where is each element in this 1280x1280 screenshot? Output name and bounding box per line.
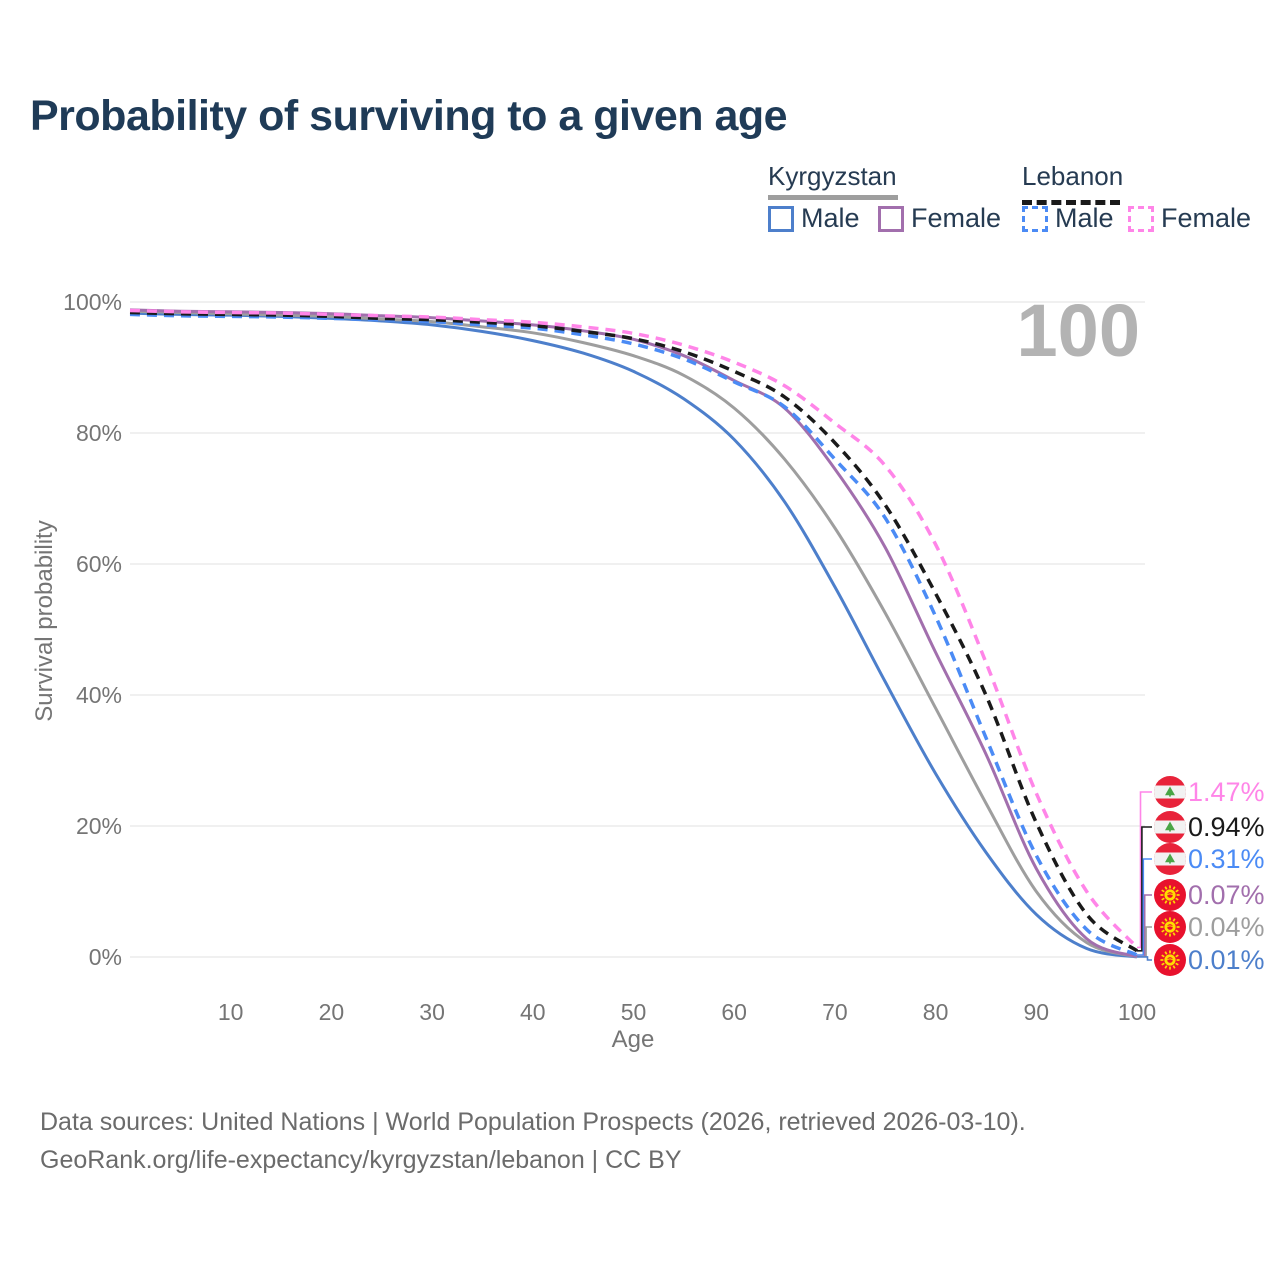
x-tick-30: 30	[419, 999, 445, 1025]
curve-lebanon[interactable]	[129, 310, 1139, 953]
legend-country-kyrgyzstan: Kyrgyzstan	[768, 161, 897, 191]
x-tick-90: 90	[1023, 999, 1050, 1025]
x-tick-100: 100	[1117, 999, 1157, 1025]
kyrgyzstan-flag-icon	[1154, 879, 1186, 911]
y-tick-60: 60%	[75, 551, 122, 577]
curve-lebanon-male[interactable]	[129, 312, 1138, 957]
curve-kyrgyzstan-male[interactable]	[129, 311, 1138, 959]
legend-label-male: Male	[1055, 203, 1114, 233]
lebanon-flag-icon	[1154, 843, 1186, 875]
kyrgyzstan-flag-icon	[1154, 944, 1186, 976]
x-tick-50: 50	[620, 999, 647, 1025]
end-value-lebanon-female: 1.47%	[1188, 777, 1265, 807]
age-counter-watermark: 100	[1016, 289, 1140, 372]
curve-kyrgyzstan[interactable]	[129, 309, 1138, 959]
lebanon-flag-icon	[1154, 811, 1186, 843]
end-value-lebanon-male: 0.31%	[1188, 844, 1265, 874]
x-tick-80: 80	[922, 999, 949, 1025]
footer-data-sources: Data sources: United Nations | World Pop…	[40, 1108, 1026, 1136]
y-tick-0: 0%	[88, 944, 122, 970]
legend-item-kyrgyzstan-female[interactable]: Female	[878, 203, 1001, 234]
swatch-lebanon-male	[1022, 205, 1048, 232]
kyrgyzstan-flag-icon	[1154, 911, 1186, 943]
footer-attribution: GeoRank.org/life-expectancy/kyrgyzstan/l…	[40, 1146, 682, 1174]
legend-item-lebanon-female[interactable]: Female	[1128, 203, 1251, 234]
x-tick-20: 20	[318, 999, 345, 1025]
lebanon-flag-icon	[1154, 776, 1186, 808]
end-value-kyrgyzstan-female: 0.07%	[1188, 880, 1265, 910]
x-tick-40: 40	[520, 999, 546, 1025]
lebanon-flag-icon	[1154, 776, 1186, 808]
legend-item-kyrgyzstan-male[interactable]: Male	[768, 203, 860, 234]
legend-line-kyrgyzstan	[768, 195, 898, 200]
curve-kyrgyzstan-female[interactable]	[129, 308, 1138, 958]
x-tick-10: 10	[217, 999, 244, 1025]
swatch-kyrgyzstan-female	[878, 205, 904, 232]
y-tick-20: 20%	[75, 813, 122, 839]
end-value-kyrgyzstan-male: 0.01%	[1188, 945, 1265, 975]
end-value-lebanon: 0.94%	[1188, 812, 1265, 842]
legend-group-kyrgyzstan: Kyrgyzstan	[768, 161, 898, 200]
y-tick-100: 100%	[63, 289, 122, 315]
swatch-lebanon-female	[1128, 205, 1154, 232]
y-tick-40: 40%	[75, 682, 122, 708]
page-title: Probability of surviving to a given age	[30, 92, 788, 140]
end-connector-lebanon-male	[1137, 858, 1152, 956]
x-tick-60: 60	[721, 999, 747, 1025]
x-tick-70: 70	[822, 999, 848, 1025]
legend-label-male: Male	[801, 203, 860, 233]
swatch-kyrgyzstan-male	[768, 205, 794, 232]
legend-label-female: Female	[1161, 203, 1252, 233]
legend-group-lebanon: Lebanon	[1022, 161, 1123, 205]
lebanon-flag-icon	[1154, 811, 1186, 843]
legend-item-lebanon-male[interactable]: Male	[1022, 203, 1114, 234]
legend-line-lebanon	[1022, 195, 1120, 205]
kyrgyzstan-flag-icon	[1154, 911, 1186, 943]
x-axis-title: Age	[611, 1026, 655, 1053]
legend-label-female: Female	[911, 203, 1002, 233]
legend-country-lebanon: Lebanon	[1022, 161, 1124, 191]
end-value-kyrgyzstan: 0.04%	[1188, 912, 1265, 942]
y-tick-80: 80%	[75, 420, 122, 446]
curve-lebanon-female[interactable]	[129, 308, 1139, 949]
kyrgyzstan-flag-icon	[1154, 879, 1186, 911]
kyrgyzstan-flag-icon	[1154, 944, 1186, 976]
end-connector-lebanon-female	[1137, 791, 1152, 949]
end-connector-kyrgyzstan-male	[1137, 956, 1152, 961]
lebanon-flag-icon	[1154, 843, 1186, 875]
end-connector-lebanon	[1137, 826, 1152, 952]
